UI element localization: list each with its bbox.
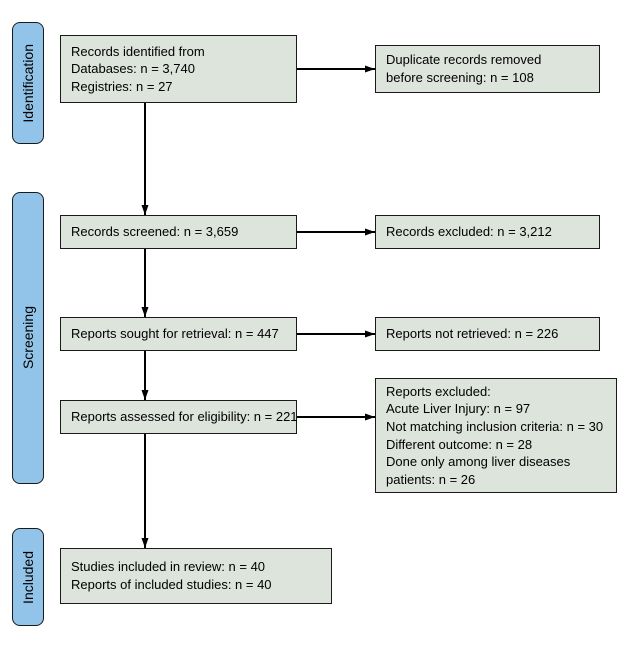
stage-label-identification: Identification xyxy=(12,22,44,144)
arrow xyxy=(297,66,375,73)
flow-box-line: Reports excluded: xyxy=(386,383,606,401)
flow-box-line: patients: n = 26 xyxy=(386,471,606,489)
flow-box-line: Databases: n = 3,740 xyxy=(71,60,286,78)
flow-box-a2: Duplicate records removedbefore screenin… xyxy=(375,45,600,93)
stage-label-text: Identification xyxy=(20,44,36,123)
flow-box-line: Records identified from xyxy=(71,43,286,61)
flow-box-line: Different outcome: n = 28 xyxy=(386,436,606,454)
arrow xyxy=(142,103,149,215)
flow-box-line: Records screened: n = 3,659 xyxy=(71,223,286,241)
flow-box-c1: Reports sought for retrieval: n = 447 xyxy=(60,317,297,351)
flow-box-line: Registries: n = 27 xyxy=(71,78,286,96)
flow-box-d2: Reports excluded:Acute Liver Injury: n =… xyxy=(375,378,617,493)
flow-box-line: Records excluded: n = 3,212 xyxy=(386,223,589,241)
flow-box-line: Studies included in review: n = 40 xyxy=(71,558,321,576)
flow-box-line: before screening: n = 108 xyxy=(386,69,589,87)
stage-label-included: Included xyxy=(12,528,44,626)
prisma-flow-diagram: Identification Screening Included Records i… xyxy=(0,0,635,646)
flow-box-b2: Records excluded: n = 3,212 xyxy=(375,215,600,249)
flow-box-a1: Records identified fromDatabases: n = 3,… xyxy=(60,35,297,103)
arrow xyxy=(297,331,375,338)
stage-label-text: Included xyxy=(20,551,36,604)
arrow xyxy=(142,249,149,317)
arrow xyxy=(142,351,149,400)
flow-box-line: Acute Liver Injury: n = 97 xyxy=(386,400,606,418)
flow-box-e1: Studies included in review: n = 40Report… xyxy=(60,548,332,604)
flow-box-b1: Records screened: n = 3,659 xyxy=(60,215,297,249)
flow-box-line: Duplicate records removed xyxy=(386,51,589,69)
flow-box-line: Reports not retrieved: n = 226 xyxy=(386,325,589,343)
flow-box-d1: Reports assessed for eligibility: n = 22… xyxy=(60,400,297,434)
stage-label-screening: Screening xyxy=(12,192,44,484)
flow-box-line: Done only among liver diseases xyxy=(386,453,606,471)
flow-box-c2: Reports not retrieved: n = 226 xyxy=(375,317,600,351)
arrow xyxy=(297,414,375,421)
flow-box-line: Reports of included studies: n = 40 xyxy=(71,576,321,594)
flow-box-line: Reports assessed for eligibility: n = 22… xyxy=(71,408,286,426)
flow-box-line: Not matching inclusion criteria: n = 30 xyxy=(386,418,606,436)
stage-label-text: Screening xyxy=(20,306,36,369)
flow-box-line: Reports sought for retrieval: n = 447 xyxy=(71,325,286,343)
arrow xyxy=(297,229,375,236)
arrow xyxy=(142,434,149,548)
